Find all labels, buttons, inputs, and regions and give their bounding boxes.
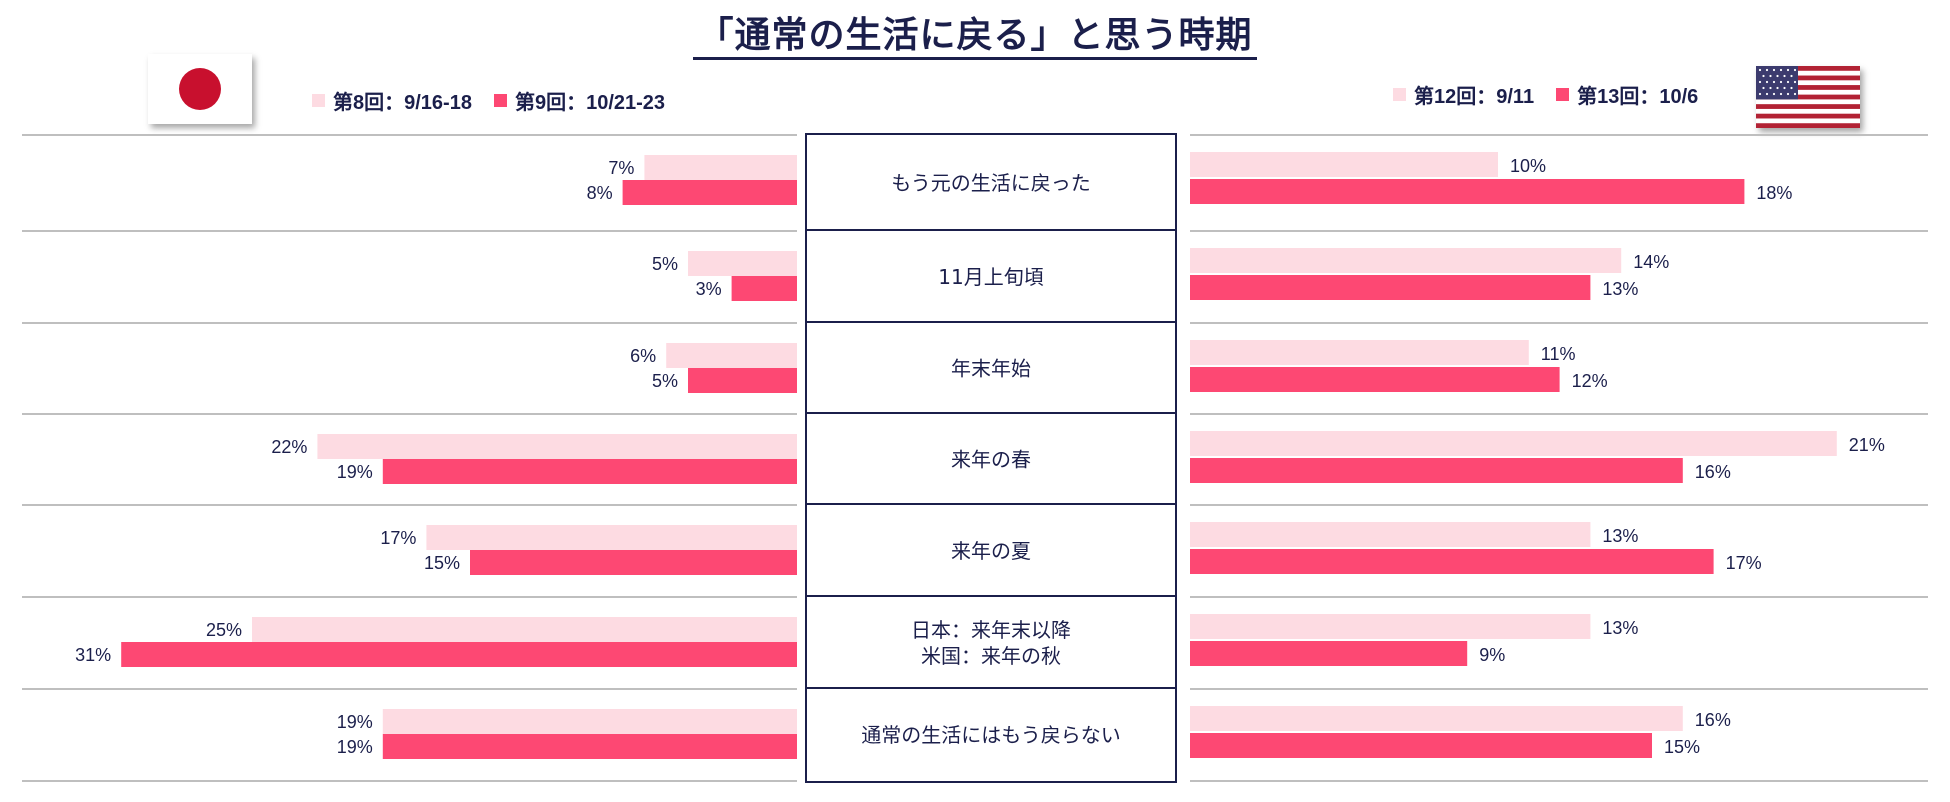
- bar-japan-round9: [688, 368, 797, 393]
- bar-usa-round12: [1190, 614, 1591, 639]
- bar-usa-round13: [1190, 549, 1714, 574]
- category-label: 米国：来年の秋: [921, 644, 1061, 668]
- data-label-japan: 5%: [652, 254, 678, 274]
- data-label-japan: 22%: [271, 437, 307, 457]
- bar-usa-round13: [1190, 367, 1560, 392]
- category-label: 年末年始: [951, 357, 1031, 381]
- bar-japan-round9: [382, 459, 797, 484]
- data-label-usa: 13%: [1602, 618, 1638, 638]
- legend-usa: 第12回：9/11 第13回：10/6: [1393, 80, 1720, 109]
- bar-usa-round13: [1190, 458, 1683, 483]
- category-box: [805, 229, 1177, 325]
- chart-title: 「通常の生活に戻る」と思う時期: [0, 6, 1950, 60]
- category-label: 日本：来年末以降: [911, 618, 1071, 642]
- category-box: [805, 687, 1177, 783]
- data-label-usa: 12%: [1572, 371, 1608, 391]
- legend-swatch-light: [312, 94, 325, 107]
- japan-flag-disc: [179, 68, 221, 110]
- usa-flag-icon: [1756, 66, 1860, 128]
- bar-japan-round8: [426, 525, 797, 550]
- legend-item-jp-round8: 第8回：9/16-18: [312, 86, 472, 115]
- bar-usa-round13: [1190, 179, 1745, 204]
- bar-usa-round12: [1190, 431, 1837, 456]
- data-label-japan: 25%: [206, 620, 242, 640]
- data-label-usa: 17%: [1726, 553, 1762, 573]
- bar-japan-round9: [731, 276, 797, 301]
- bar-japan-round8: [666, 343, 797, 368]
- data-label-japan: 6%: [630, 346, 656, 366]
- legend-swatch-dark: [493, 94, 507, 107]
- legend-swatch-light: [1393, 88, 1406, 101]
- data-label-japan: 19%: [337, 712, 373, 732]
- legend-item-us-round13: 第13回：10/6: [1556, 80, 1698, 109]
- data-label-usa: 16%: [1695, 462, 1731, 482]
- data-label-usa: 11%: [1541, 344, 1576, 364]
- legend-label: 第12回：9/11: [1414, 86, 1535, 108]
- bar-japan-round8: [644, 155, 797, 180]
- legend-item-jp-round9: 第9回：10/21-23: [493, 86, 666, 115]
- data-label-usa: 21%: [1849, 435, 1885, 455]
- data-label-usa: 18%: [1756, 183, 1792, 203]
- bar-usa-round13: [1190, 641, 1468, 666]
- bar-japan-round8: [252, 617, 797, 642]
- data-label-usa: 16%: [1695, 710, 1731, 730]
- bar-japan-round9: [382, 734, 797, 759]
- category-label: もう元の生活に戻った: [891, 171, 1090, 195]
- category-label: 11月上旬頃: [938, 265, 1043, 289]
- data-label-usa: 10%: [1510, 156, 1546, 176]
- data-label-usa: 14%: [1633, 252, 1669, 272]
- category-box: [805, 133, 1177, 233]
- bar-usa-round12: [1190, 340, 1529, 365]
- category-box: [805, 412, 1177, 507]
- legend-item-us-round12: 第12回：9/11: [1393, 80, 1534, 109]
- bar-usa-round12: [1190, 706, 1683, 731]
- data-label-usa: 9%: [1479, 645, 1505, 665]
- data-label-usa: 13%: [1602, 279, 1638, 299]
- category-label: 通常の生活にはもう戻らない: [861, 723, 1120, 747]
- japan-flag-icon: [148, 54, 252, 124]
- bar-japan-round9: [470, 550, 797, 575]
- category-label: 来年の夏: [951, 539, 1031, 563]
- legend-japan: 第8回：9/16-18 第9回：10/21-23: [312, 86, 687, 115]
- legend-swatch-dark: [1556, 88, 1570, 101]
- bar-japan-round9: [121, 642, 797, 667]
- usa-flag-graphic: [1756, 66, 1860, 128]
- bar-japan-round8: [382, 709, 797, 734]
- data-label-japan: 15%: [424, 553, 460, 573]
- legend-label: 第13回：10/6: [1577, 86, 1699, 108]
- data-label-japan: 8%: [587, 183, 613, 203]
- category-box: [805, 503, 1177, 599]
- category-label: 来年の春: [951, 448, 1031, 472]
- data-label-usa: 15%: [1664, 737, 1700, 757]
- data-label-japan: 31%: [75, 645, 111, 665]
- bar-usa-round12: [1190, 248, 1622, 273]
- legend-label: 第9回：10/21-23: [514, 92, 666, 114]
- bar-usa-round12: [1190, 522, 1591, 547]
- chart-title-text: 「通常の生活に戻る」と思う時期: [693, 14, 1257, 60]
- data-label-japan: 7%: [608, 158, 634, 178]
- data-label-usa: 13%: [1602, 526, 1638, 546]
- bar-japan-round8: [688, 251, 797, 276]
- data-label-japan: 19%: [337, 462, 373, 482]
- bar-usa-round13: [1190, 733, 1652, 758]
- bar-japan-round8: [317, 434, 797, 459]
- data-label-japan: 3%: [696, 279, 722, 299]
- bar-japan-round9: [622, 180, 797, 205]
- data-label-japan: 17%: [380, 528, 416, 548]
- bar-usa-round12: [1190, 152, 1498, 177]
- category-box: [805, 321, 1177, 416]
- category-box: [805, 595, 1177, 691]
- data-label-japan: 19%: [337, 737, 373, 757]
- bar-usa-round13: [1190, 275, 1591, 300]
- legend-label: 第8回：9/16-18: [333, 92, 472, 114]
- data-label-japan: 5%: [652, 371, 678, 391]
